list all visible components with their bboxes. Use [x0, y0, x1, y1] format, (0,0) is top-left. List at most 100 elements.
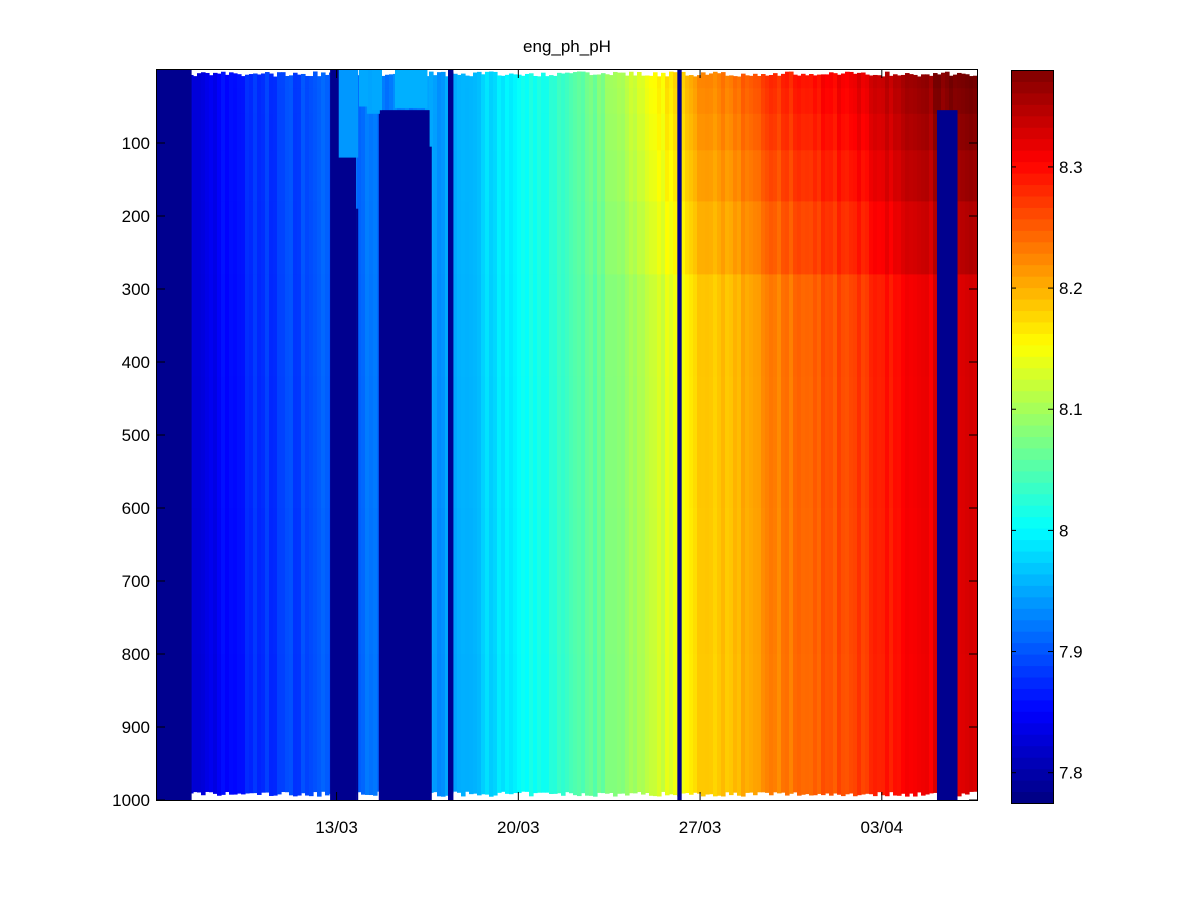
heatmap-cell [305, 654, 310, 796]
heatmap-cell [581, 376, 586, 509]
heatmap-cell [209, 75, 214, 89]
heatmap-cell [669, 654, 674, 795]
heatmap-cell [513, 113, 518, 151]
colorbar-segment [1011, 562, 1053, 575]
heatmap-cell [705, 376, 710, 509]
heatmap-cell [917, 88, 922, 115]
heatmap-cell [269, 654, 274, 796]
heatmap-cell [925, 654, 930, 795]
heatmap-cell [533, 376, 538, 509]
heatmap-cell [957, 72, 962, 89]
heatmap-cell [297, 508, 302, 655]
heatmap-cell [241, 508, 246, 655]
heatmap-cell [289, 376, 294, 509]
heatmap-cell [805, 274, 810, 377]
heatmap-cell [253, 274, 258, 377]
heatmap-cell [265, 72, 270, 89]
heatmap-cell [821, 88, 826, 115]
heatmap-cell [457, 274, 462, 377]
heatmap-cell [197, 73, 202, 89]
heatmap-cell [289, 508, 294, 655]
heatmap-cell [725, 274, 730, 377]
heatmap-cell [761, 376, 766, 509]
heatmap-cell [537, 113, 542, 151]
heatmap-cell [305, 508, 310, 655]
heatmap-cell [485, 150, 490, 202]
heatmap-cell [781, 150, 786, 202]
heatmap-cell [469, 508, 474, 655]
heatmap-cell [961, 88, 966, 115]
heatmap-cell [873, 274, 878, 377]
heatmap-cell [241, 376, 246, 509]
heatmap-cell [833, 201, 838, 275]
heatmap-cell [305, 75, 310, 89]
heatmap-cell [637, 654, 642, 793]
heatmap-cell [489, 150, 494, 202]
y-tick-label: 500 [122, 426, 150, 445]
heatmap-cell [657, 654, 662, 797]
heatmap-cell [853, 508, 858, 655]
heatmap-cell [829, 201, 834, 275]
heatmap-cell [577, 71, 582, 89]
heatmap-cell [465, 88, 470, 115]
heatmap-cell [861, 113, 866, 151]
heatmap-cell [517, 74, 522, 89]
heatmap-cell [261, 201, 266, 275]
heatmap-cell [249, 376, 254, 509]
heatmap-cell [277, 376, 282, 509]
heatmap-cell [441, 88, 446, 115]
heatmap-cell [905, 376, 910, 509]
heatmap-cell [441, 508, 446, 655]
heatmap-cell [457, 508, 462, 655]
heatmap-cell [781, 73, 786, 89]
heatmap-cell [657, 76, 662, 89]
colorbar-segment [1011, 505, 1053, 518]
heatmap-cell [805, 75, 810, 89]
heatmap-cell [701, 654, 706, 797]
heatmap-cell [869, 150, 874, 202]
heatmap-cell [465, 376, 470, 509]
heatmap-cell [501, 150, 506, 202]
heatmap-cell [461, 274, 466, 377]
heatmap-cell [305, 376, 310, 509]
heatmap-cell [533, 150, 538, 202]
heatmap-cell [537, 654, 542, 793]
heatmap-cell [733, 376, 738, 509]
heatmap-cell [917, 113, 922, 151]
heatmap-cell [597, 201, 602, 275]
heatmap-cell [861, 376, 866, 509]
heatmap-cell [193, 201, 198, 275]
heatmap-cell [521, 376, 526, 509]
heatmap-cell [961, 73, 966, 89]
heatmap-cell [765, 201, 770, 275]
heatmap-cell [921, 376, 926, 509]
heatmap-cell [741, 88, 746, 115]
heatmap-cell [469, 88, 474, 115]
heatmap-cell [765, 150, 770, 202]
colorbar-segment [1011, 768, 1053, 781]
heatmap-cell [889, 274, 894, 377]
heatmap-cell [949, 88, 954, 115]
heatmap-cell [549, 150, 554, 202]
colorbar-segment [1011, 379, 1053, 392]
heatmap-cell [925, 508, 930, 655]
heatmap-cell [893, 274, 898, 377]
heatmap-cell [693, 76, 698, 89]
heatmap-cell [873, 654, 878, 797]
heatmap-cell [865, 201, 870, 275]
heatmap-cell [213, 376, 218, 509]
heatmap-cell [605, 74, 610, 89]
chart-title: eng_ph_pH [523, 37, 611, 56]
heatmap-cell [657, 376, 662, 509]
heatmap-cell [661, 376, 666, 509]
colorbar-segment [1011, 734, 1053, 747]
heatmap-cell [917, 376, 922, 509]
heatmap-cell [693, 201, 698, 275]
heatmap-cell [705, 274, 710, 377]
heatmap-cell [745, 274, 750, 377]
heatmap-cell [613, 654, 618, 797]
heatmap-cell [601, 150, 606, 202]
heatmap-cell [509, 376, 514, 509]
heatmap-cell [877, 274, 882, 377]
